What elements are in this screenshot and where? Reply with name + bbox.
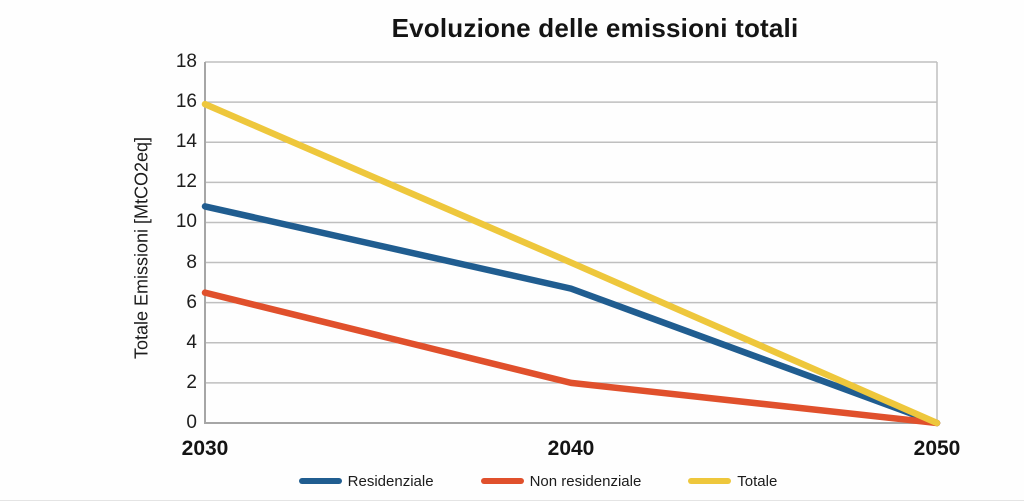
y-tick-label-14: 14 — [175, 131, 197, 153]
y-tick-label-0: 0 — [186, 412, 197, 433]
y-tick-label-2: 2 — [186, 371, 197, 393]
legend: Residenziale Non residenziale Totale — [52, 468, 1024, 494]
legend-label: Non residenziale — [529, 472, 642, 490]
legend-label: Residenziale — [347, 472, 434, 490]
x-tick-label-2050: 2050 — [913, 437, 961, 460]
y-tick-label-6: 6 — [186, 291, 197, 313]
legend-item-non-residenziale: Non residenziale — [480, 472, 642, 490]
y-tick-label-16: 16 — [175, 91, 197, 113]
legend-item-residenziale: Residenziale — [298, 472, 434, 490]
series-line-residenziale — [201, 203, 941, 427]
legend-label: Totale — [737, 472, 778, 490]
y-tick-label-18: 18 — [175, 51, 197, 72]
x-tick-label-2030: 2030 — [181, 437, 229, 460]
series-line-totale — [201, 100, 941, 427]
chart-title: Evoluzione delle emissioni totali — [391, 13, 799, 43]
legend-marker-icon — [688, 478, 732, 484]
y-tick-label-4: 4 — [186, 331, 197, 353]
y-tick-label-8: 8 — [186, 251, 197, 273]
legend-item-totale: Totale — [688, 473, 777, 490]
series-line-non-residenziale — [201, 289, 941, 427]
x-tick-label-2040: 2040 — [547, 437, 595, 460]
legend-marker-icon — [298, 478, 342, 484]
y-tick-label-10: 10 — [175, 211, 197, 233]
legend-marker-icon — [480, 478, 524, 484]
y-tick-label-12: 12 — [175, 171, 197, 193]
